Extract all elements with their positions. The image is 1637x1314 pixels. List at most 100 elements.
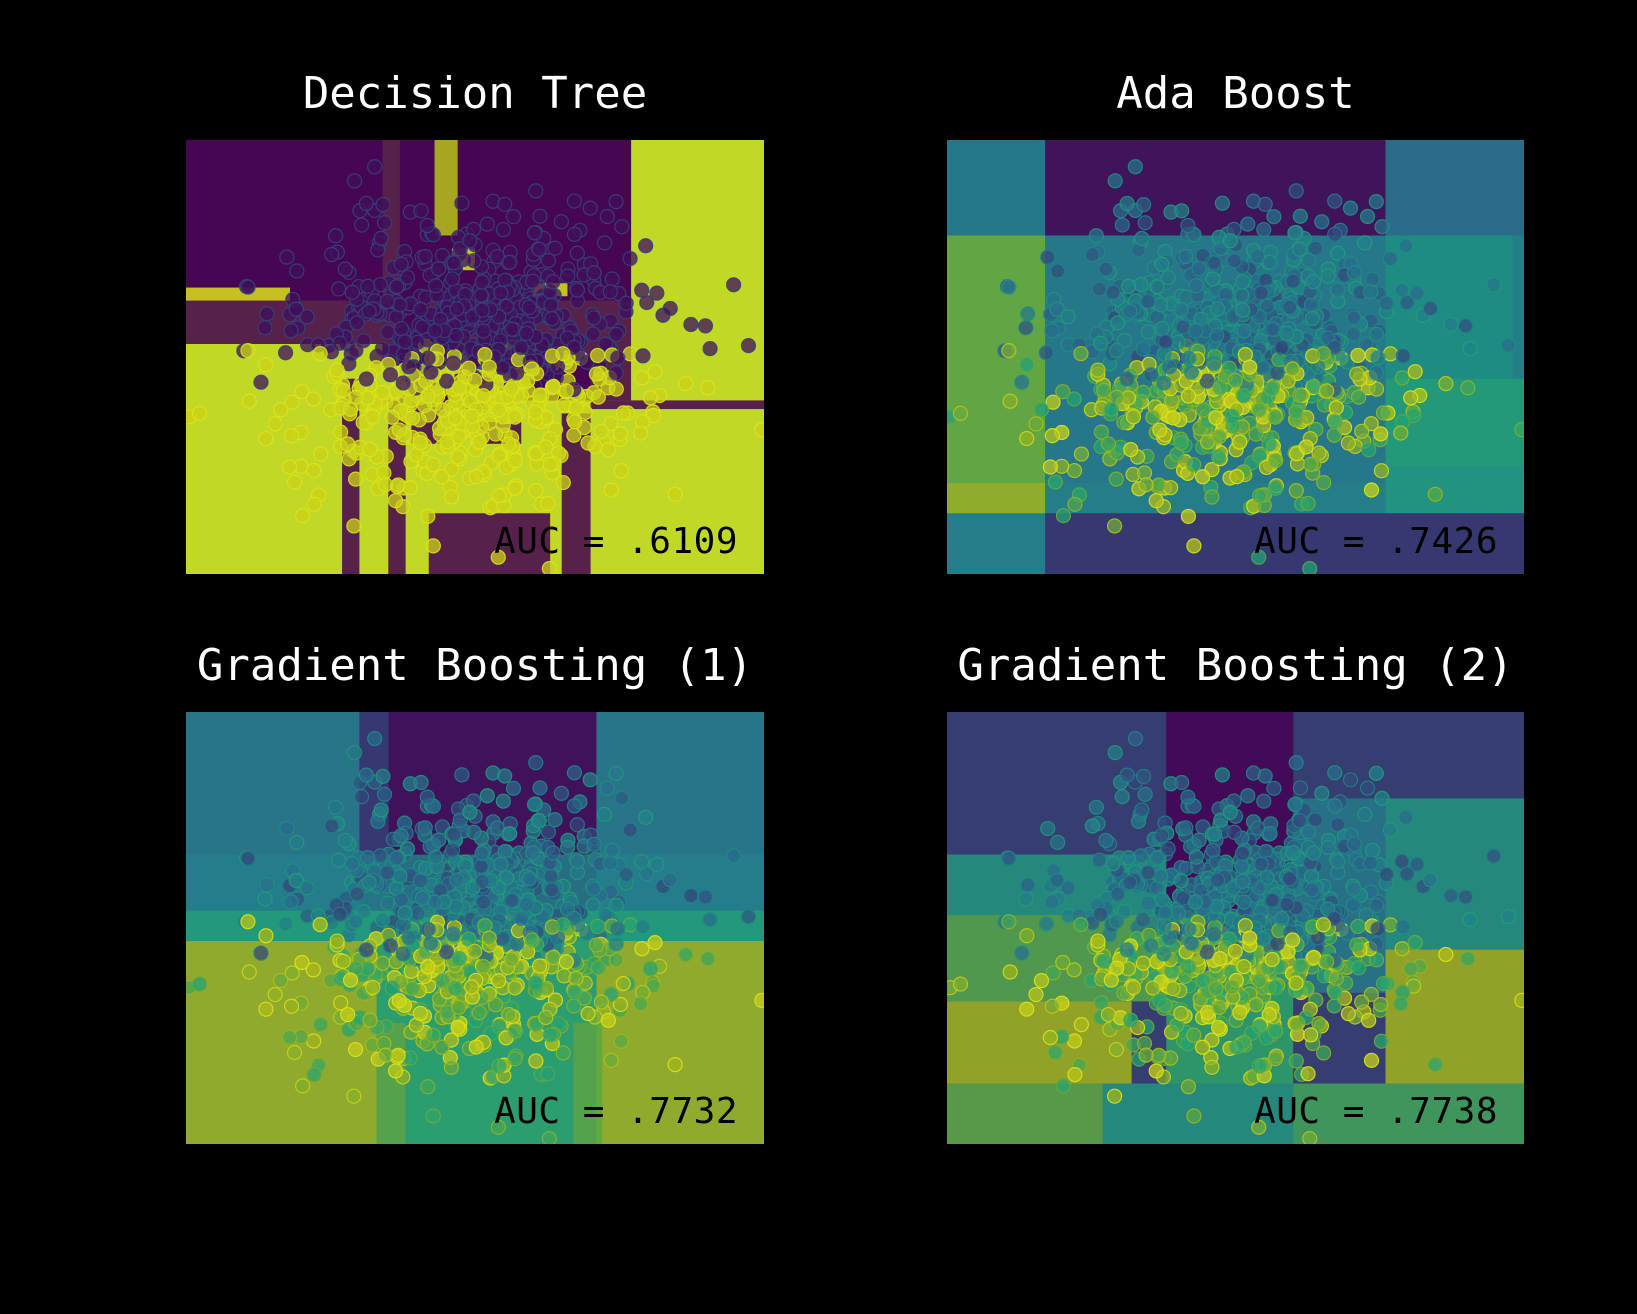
scatter-point (1398, 809, 1414, 825)
surface-region (434, 140, 458, 236)
scatter-point (1210, 449, 1227, 465)
scatter-point (376, 786, 393, 802)
scatter-point (579, 354, 595, 370)
scatter-point (1019, 928, 1035, 944)
scatter-point (604, 271, 620, 287)
scatter-point (331, 281, 347, 297)
panel-decision-tree: Decision Tree AUC = .6109 (186, 60, 764, 574)
scatter-point (390, 477, 406, 493)
scatter-point (547, 240, 563, 256)
scatter-point (191, 976, 208, 992)
scatter-point (1014, 945, 1030, 961)
scatter-point (504, 381, 520, 397)
scatter-point (337, 832, 353, 849)
scatter-point (1136, 768, 1152, 784)
scatter-point (568, 400, 584, 416)
scatter-point (608, 381, 624, 397)
scatter-point (1093, 424, 1109, 440)
scatter-point (1188, 278, 1204, 294)
scatter-point (1145, 409, 1161, 425)
panel-title: Gradient Boosting (2) (957, 640, 1514, 691)
scatter-point (332, 335, 348, 351)
scatter-point (1110, 886, 1126, 902)
scatter-point (1514, 992, 1524, 1008)
scatter-point (475, 894, 492, 910)
scatter-point (518, 325, 535, 341)
scatter-point (1165, 981, 1181, 997)
scatter-point (451, 999, 467, 1015)
scatter-point (613, 463, 629, 479)
scatter-point (1266, 780, 1282, 796)
scatter-point (281, 459, 298, 475)
surface-region (947, 1083, 1103, 1144)
scatter-point (1110, 315, 1126, 331)
scatter-point (528, 404, 544, 420)
scatter-point (1047, 1044, 1063, 1061)
scatter-point (295, 1078, 311, 1094)
scatter-point (667, 486, 683, 502)
scatter-point (1180, 789, 1196, 805)
scatter-point (1301, 824, 1317, 840)
scatter-point (1002, 393, 1018, 409)
scatter-point (289, 834, 305, 851)
scatter-point (1140, 895, 1156, 911)
scatter-point (1234, 845, 1251, 861)
scatter-point (1165, 410, 1181, 426)
scatter-point (397, 334, 413, 350)
scatter-point (1300, 495, 1316, 512)
scatter-point (1091, 852, 1107, 868)
scatter-point (586, 265, 602, 281)
scatter-point (1143, 367, 1159, 383)
scatter-point (1136, 197, 1152, 213)
scatter-point (420, 350, 436, 366)
panel-gradient-boosting-2: Gradient Boosting (2) AUC = .7738 (947, 632, 1524, 1144)
scatter-point (362, 441, 378, 458)
scatter-point (1251, 1119, 1267, 1135)
scatter-point (447, 410, 463, 426)
scatter-point (1090, 362, 1106, 378)
scatter-point (543, 297, 559, 313)
scatter-point (474, 873, 490, 890)
scatter-point (431, 832, 447, 848)
scatter-point (1282, 871, 1298, 887)
scatter-point (376, 215, 393, 231)
scatter-point (1303, 297, 1320, 313)
scatter-point (635, 348, 651, 364)
scatter-point (582, 772, 598, 788)
scatter-point (1098, 261, 1114, 277)
scatter-point (258, 928, 274, 944)
scatter-point (1134, 802, 1150, 818)
scatter-point (553, 785, 569, 801)
scatter-point (566, 765, 583, 781)
scatter-point (585, 897, 601, 913)
scatter-point (445, 926, 461, 942)
scatter-point (566, 998, 582, 1014)
scatter-point (1180, 959, 1197, 975)
scatter-point (528, 1053, 544, 1069)
scatter-point (662, 300, 678, 317)
scatter-point (1055, 954, 1071, 971)
scatter-point (1105, 284, 1121, 300)
scatter-point (1149, 850, 1165, 866)
scatter-point (600, 442, 617, 458)
scatter-point (389, 279, 405, 295)
scatter-point (634, 941, 650, 957)
scatter-point (1303, 1027, 1319, 1043)
scatter-point (395, 375, 411, 391)
scatter-point (507, 1051, 523, 1067)
scatter-point (702, 340, 718, 357)
scatter-point (1229, 1039, 1245, 1055)
scatter-point (419, 789, 435, 805)
scatter-point (1236, 958, 1252, 975)
scatter-point (1346, 310, 1362, 326)
scatter-point (613, 1033, 629, 1049)
scatter-point (1427, 1057, 1443, 1073)
scatter-point (1462, 340, 1478, 357)
scatter-point (504, 892, 520, 908)
scatter-point (1040, 820, 1056, 837)
scatter-point (362, 1012, 378, 1028)
scatter-point (1282, 299, 1298, 316)
scatter-point (1256, 793, 1272, 809)
scatter-point (590, 347, 606, 364)
scatter-point (1107, 173, 1123, 189)
